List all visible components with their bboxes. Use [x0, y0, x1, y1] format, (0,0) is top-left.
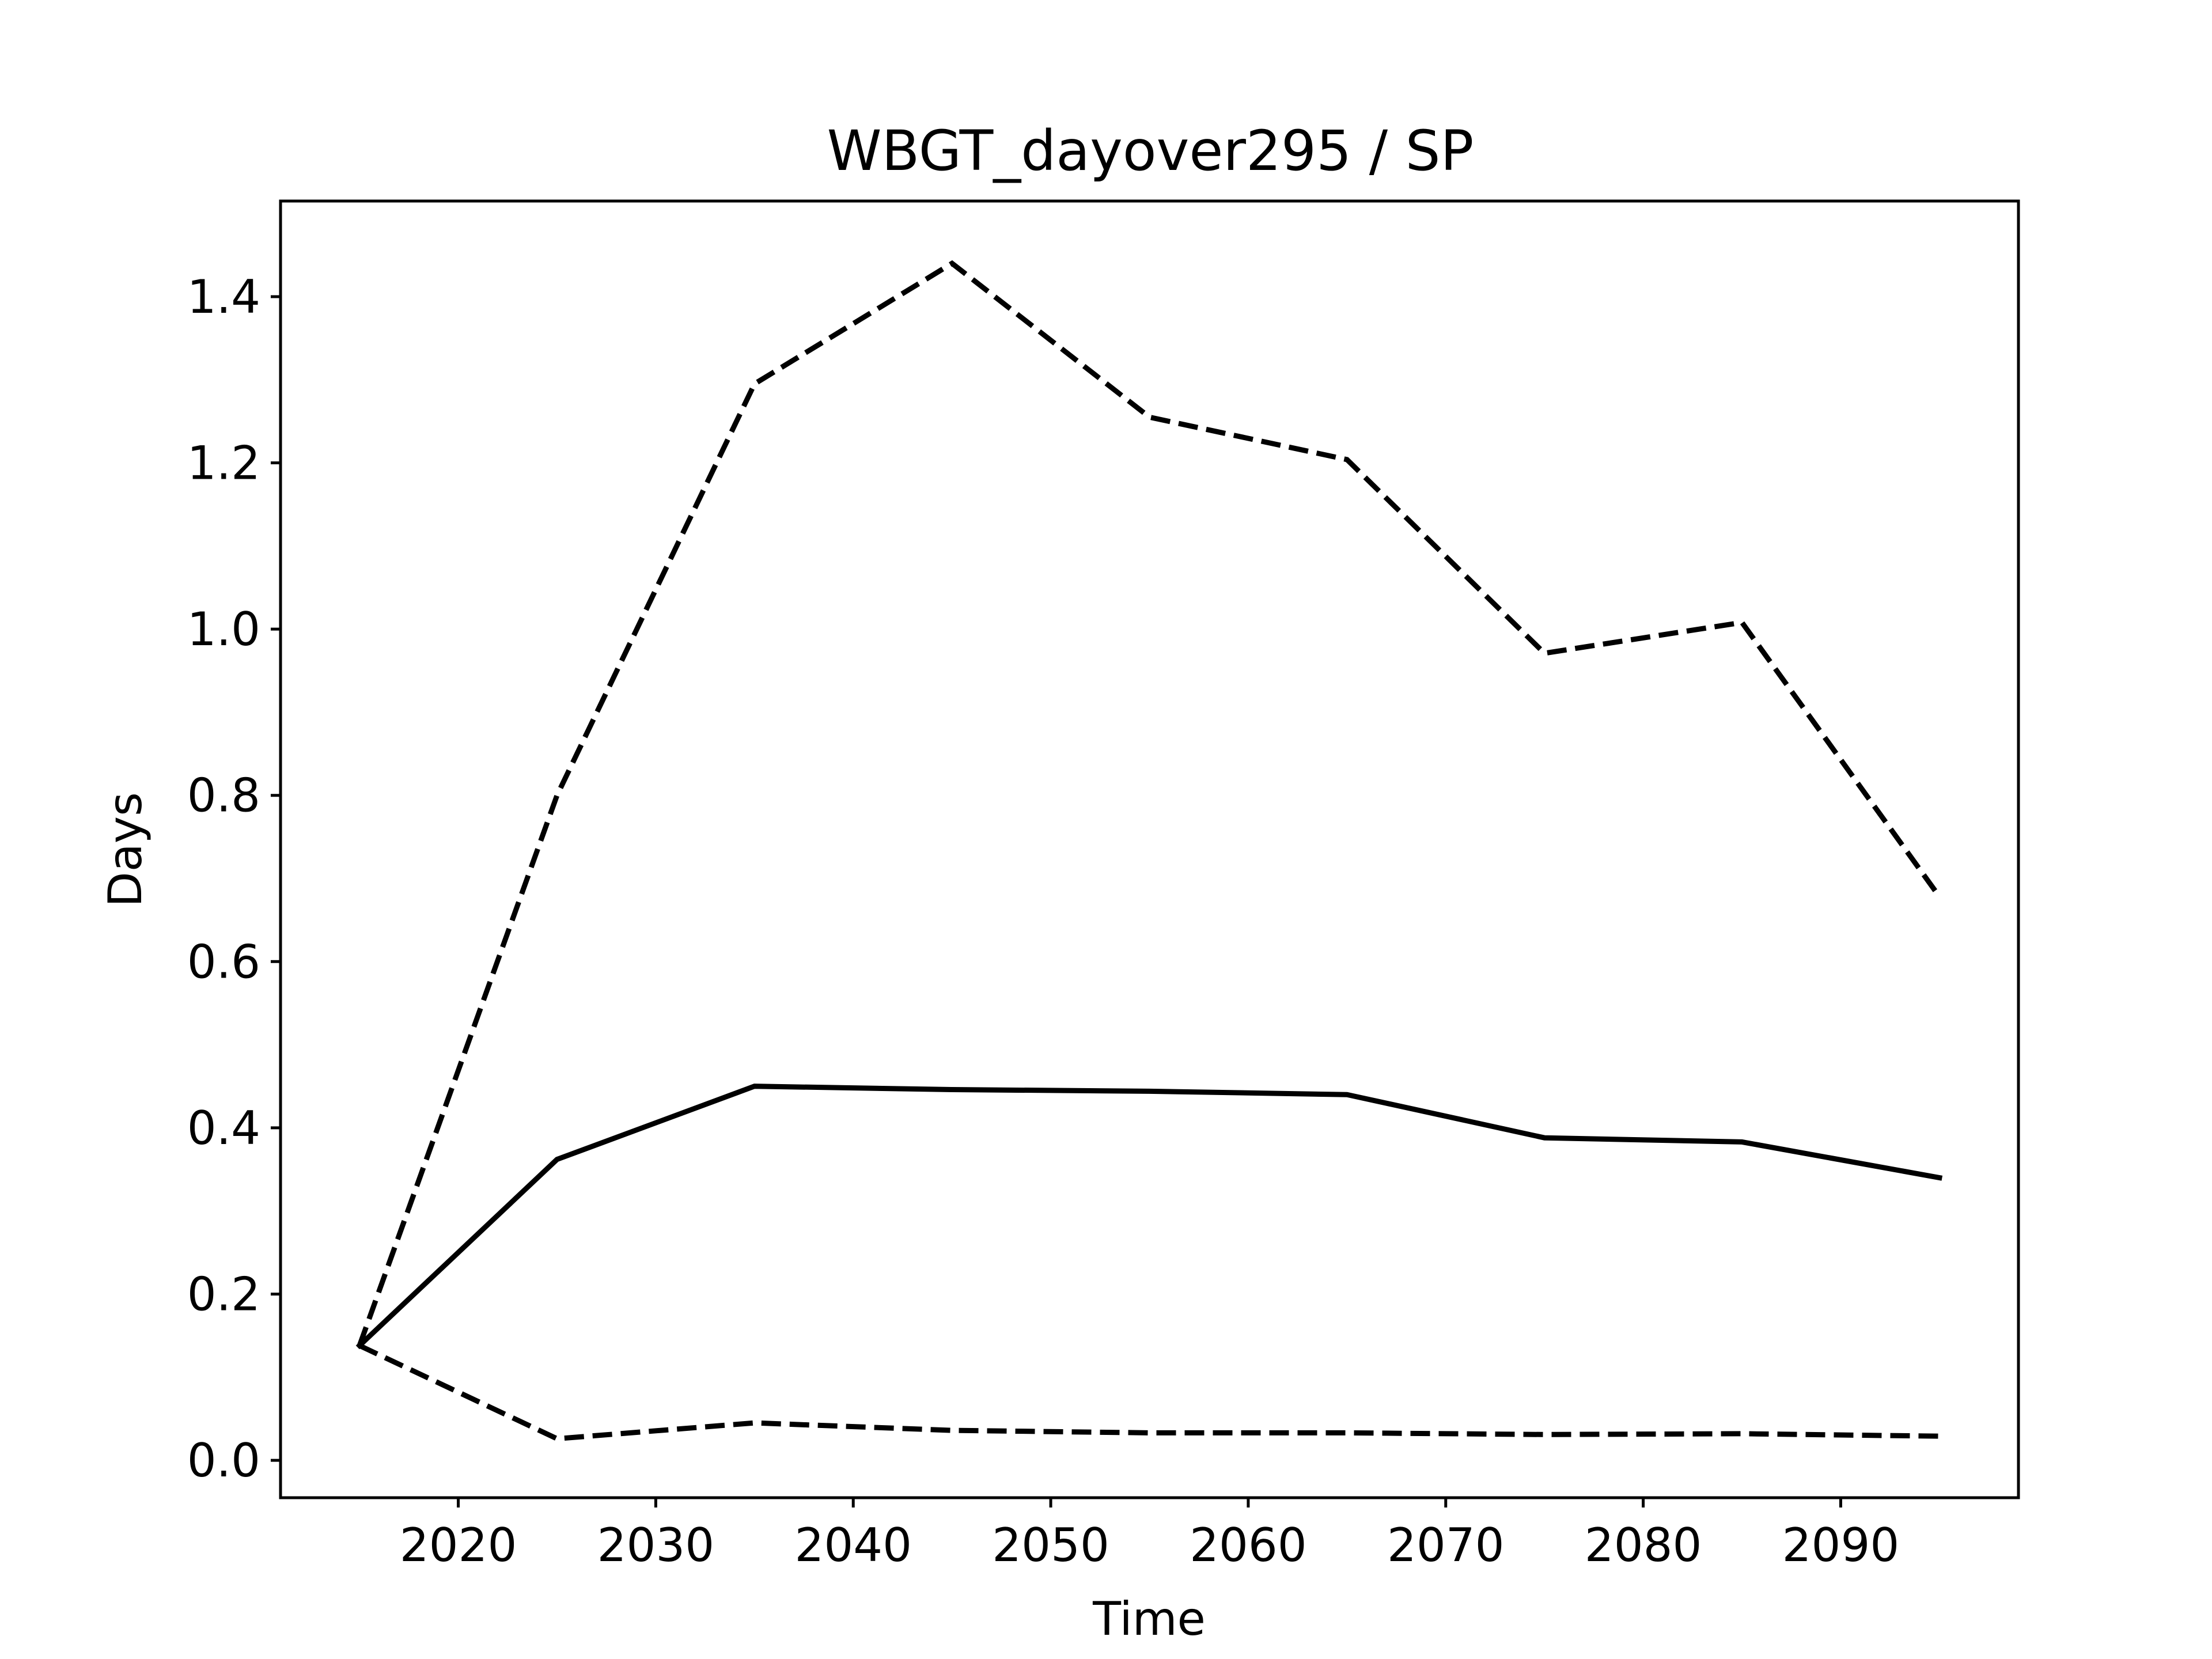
- y-tick-label: 0.6: [187, 935, 260, 988]
- x-tick-label: 2040: [794, 1518, 912, 1572]
- x-tick-label: 2030: [597, 1518, 715, 1572]
- series-line-1: [355, 1084, 1943, 1350]
- y-tick-label: 0.8: [187, 769, 260, 823]
- series-line-2: [357, 260, 1942, 1347]
- x-tick-label: 2080: [1585, 1518, 1702, 1572]
- y-tick-label: 1.2: [187, 437, 260, 490]
- x-axis-ticks: 2020 2030 2040 2050 2060 2070 2080 2090: [400, 1498, 1899, 1572]
- y-axis-title: Days: [99, 792, 152, 907]
- y-tick-label: 0.0: [187, 1434, 260, 1487]
- plot-frame: [279, 199, 2020, 1499]
- series-line-3: [358, 1343, 1940, 1442]
- x-tick-label: 2060: [1190, 1518, 1307, 1572]
- x-tick-label: 2050: [992, 1518, 1109, 1572]
- x-axis-title: Time: [1092, 1592, 1206, 1646]
- chart-title: WBGT_dayover295 / SP: [827, 119, 1474, 183]
- y-tick-label: 0.2: [187, 1267, 260, 1321]
- y-tick-label: 0.4: [187, 1101, 260, 1155]
- y-axis-ticks: 0.0 0.2 0.4 0.6 0.8 1.0 1.2 1.4: [187, 270, 281, 1487]
- x-tick-label: 2020: [400, 1518, 517, 1572]
- x-tick-label: 2090: [1782, 1518, 1900, 1572]
- x-tick-label: 2070: [1387, 1518, 1505, 1572]
- y-tick-label: 1.0: [187, 603, 260, 656]
- y-tick-label: 1.4: [187, 270, 260, 324]
- plot-area: [355, 260, 1943, 1442]
